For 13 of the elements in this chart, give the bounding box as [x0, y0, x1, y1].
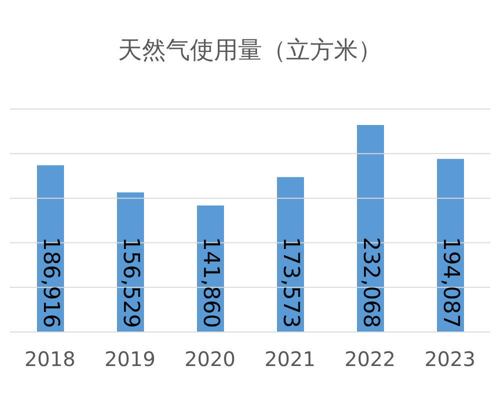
x-tick-label: 2023	[424, 347, 476, 372]
data-label: 173,573	[278, 237, 303, 328]
x-tick-label: 2018	[24, 347, 76, 372]
data-label: 232,068	[358, 237, 383, 328]
chart-title: 天然气使用量（立方米）	[117, 35, 383, 66]
data-label: 156,529	[118, 237, 143, 328]
x-tick-label: 2020	[184, 347, 236, 372]
x-tick-label: 2019	[104, 347, 156, 372]
x-tick-label: 2021	[264, 347, 316, 372]
data-label: 194,087	[438, 237, 463, 328]
x-tick-label: 2022	[344, 347, 396, 372]
data-label: 141,860	[198, 237, 223, 328]
data-label: 186,916	[38, 237, 63, 328]
